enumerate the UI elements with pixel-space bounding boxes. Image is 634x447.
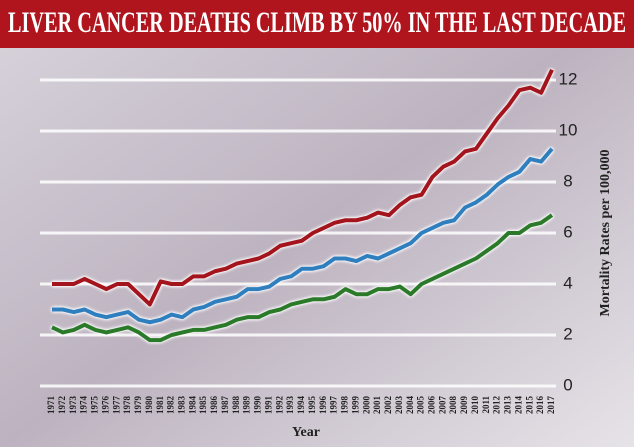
x-tick-label: 2003	[394, 396, 404, 415]
y-tick-label: 2	[563, 324, 572, 343]
series-line	[52, 68, 554, 307]
y-tick-label: 6	[563, 222, 572, 241]
x-tick-label: 2013	[503, 396, 513, 415]
x-tick-label: 1992	[274, 396, 284, 415]
x-tick-label: 1987	[220, 396, 230, 415]
x-tick-label: 2017	[546, 396, 556, 415]
series-line	[51, 213, 554, 343]
title-banner	[0, 0, 634, 48]
x-tick-label: 1998	[340, 396, 350, 415]
x-tick-label: 1972	[57, 396, 67, 415]
x-tick-label: 2012	[492, 396, 502, 415]
y-tick-label: 0	[563, 375, 572, 394]
x-tick-label: 1988	[231, 396, 241, 415]
x-tick-label: 2016	[535, 396, 545, 415]
x-tick-label: 2002	[383, 396, 393, 415]
x-tick-label: 1976	[100, 396, 110, 415]
x-tick-label: 1975	[90, 396, 100, 415]
x-tick-label: 1985	[198, 396, 208, 415]
x-tick-label: 1986	[209, 396, 219, 415]
x-tick-label: 2006	[426, 396, 436, 415]
x-tick-label: 1996	[318, 396, 328, 415]
x-tick-label: 2000	[361, 396, 371, 415]
x-tick-label: 2010	[470, 396, 480, 415]
x-tick-label: 1984	[187, 396, 197, 415]
x-tick-label: 2011	[481, 396, 491, 414]
x-tick-label: 1999	[350, 396, 360, 415]
x-tick-label: 1983	[176, 396, 186, 415]
x-tick-label: 1971	[46, 396, 56, 415]
x-tick-label: 1990	[253, 396, 263, 415]
x-tick-label: 1991	[263, 396, 273, 415]
x-tick-label: 2008	[448, 396, 458, 415]
x-tick-label: 1993	[285, 396, 295, 415]
x-tick-label: 1980	[144, 396, 154, 415]
x-tick-label: 1997	[329, 396, 339, 415]
y-axis-label: Mortality Rates per 100,000	[598, 150, 613, 317]
x-tick-label: 1981	[155, 396, 165, 415]
x-tick-label: 1977	[111, 396, 121, 415]
x-tick-label: 2007	[437, 396, 447, 415]
y-tick-label: 8	[563, 171, 572, 190]
x-tick-label: 2009	[459, 396, 469, 415]
x-tick-label: 1982	[166, 396, 176, 415]
x-tick-label: 1979	[133, 396, 143, 415]
y-tick-label: 10	[559, 120, 578, 139]
x-tick-label: 2015	[524, 396, 534, 415]
chart-title: LIVER CANCER DEATHS CLIMB BY 50% IN THE …	[8, 6, 626, 39]
series-line	[52, 147, 554, 325]
x-tick-label: 1994	[296, 396, 306, 415]
x-tick-label: 2005	[416, 396, 426, 415]
x-tick-label: 2001	[372, 396, 382, 415]
y-tick-label: 4	[563, 273, 572, 292]
x-tick-label: 1973	[68, 396, 78, 415]
x-tick-label: 2014	[513, 396, 523, 415]
x-tick-label: 1978	[122, 396, 132, 415]
x-tick-label: 2004	[405, 396, 415, 415]
x-axis-label: Year	[292, 425, 320, 440]
y-tick-label: 12	[559, 69, 578, 88]
x-tick-label: 1974	[79, 396, 89, 415]
x-tick-label: 1995	[307, 396, 317, 415]
x-tick-label: 1989	[242, 396, 252, 415]
